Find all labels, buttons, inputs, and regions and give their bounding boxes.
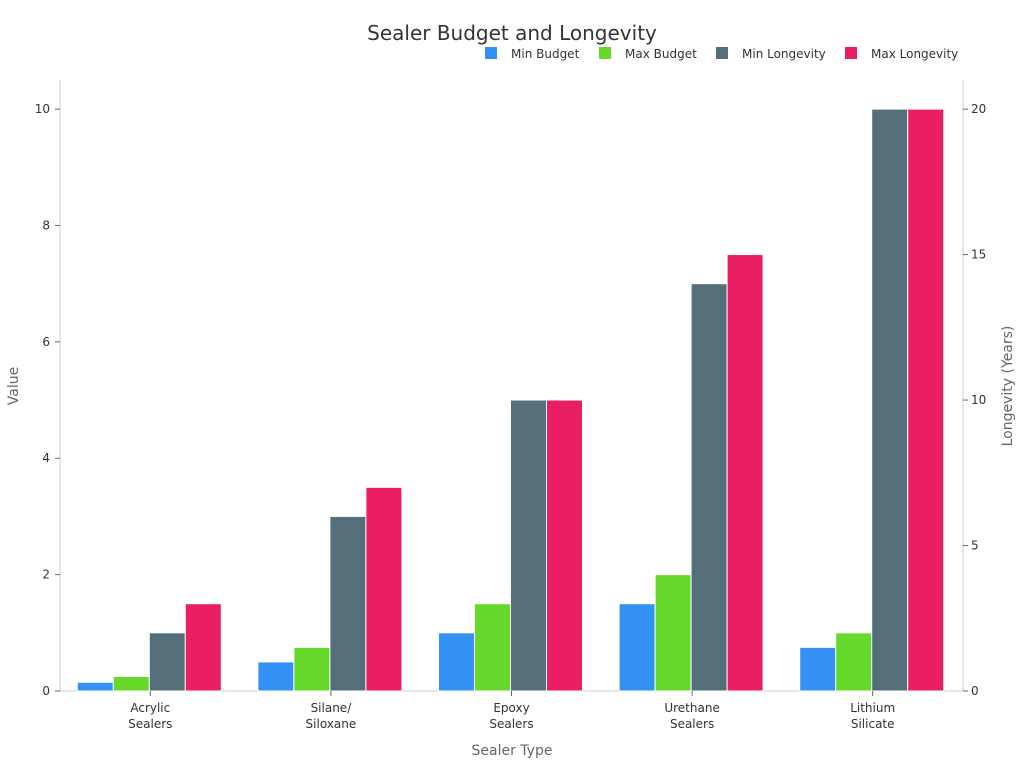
x-axis-label: Sealer Type bbox=[472, 743, 553, 759]
bar-min-budget bbox=[257, 661, 295, 692]
y-right-tick-label: 5 bbox=[971, 539, 979, 553]
x-tick-label: Epoxy bbox=[493, 701, 529, 715]
bar-min-longevity bbox=[148, 632, 186, 692]
bar-min-budget bbox=[618, 603, 656, 692]
bar-min-budget bbox=[438, 632, 475, 692]
bar-max-budget bbox=[654, 574, 692, 692]
legend-swatch bbox=[716, 47, 728, 59]
legend-label: Min Budget bbox=[511, 47, 580, 61]
x-tick-label: Sealers bbox=[670, 717, 714, 731]
bar-min-budget bbox=[76, 681, 114, 692]
bar-max-longevity bbox=[184, 603, 222, 692]
legend-label: Max Longevity bbox=[871, 47, 958, 61]
y-tick-label: 4 bbox=[42, 451, 50, 465]
bar-min-budget bbox=[799, 646, 837, 692]
legend-label: Min Longevity bbox=[742, 47, 826, 61]
y-right-tick-label: 15 bbox=[971, 248, 986, 262]
bar-max-budget bbox=[293, 646, 331, 692]
bar-min-longevity bbox=[329, 515, 367, 692]
x-tick-label: Sealers bbox=[128, 717, 172, 731]
legend-swatch bbox=[845, 47, 857, 59]
y-tick-label: 6 bbox=[42, 335, 50, 349]
legend-swatch bbox=[599, 47, 611, 59]
x-tick-label: Sealers bbox=[489, 717, 533, 731]
bar-max-budget bbox=[112, 675, 150, 692]
x-tick-label: Silane/ bbox=[311, 701, 353, 715]
bar-min-longevity bbox=[510, 399, 547, 692]
chart-title: Sealer Budget and Longevity bbox=[367, 21, 657, 45]
y-tick-label: 10 bbox=[35, 102, 50, 116]
y-right-tick-label: 20 bbox=[971, 102, 986, 116]
x-tick-label: Silicate bbox=[851, 717, 895, 731]
bar-min-longevity bbox=[871, 108, 909, 692]
y-tick-label: 0 bbox=[42, 684, 50, 698]
legend-swatch bbox=[485, 47, 497, 59]
y-tick-label: 2 bbox=[42, 568, 50, 582]
y-axis-right-label: Longevity (Years) bbox=[1000, 326, 1016, 447]
bar-max-longevity bbox=[546, 399, 583, 692]
y-axis-label: Value bbox=[6, 367, 22, 405]
y-right-tick-label: 10 bbox=[971, 393, 986, 407]
x-tick-label: Lithium bbox=[850, 701, 895, 715]
x-tick-label: Siloxane bbox=[306, 717, 357, 731]
bar-max-longevity bbox=[365, 486, 403, 692]
bar-max-budget bbox=[835, 632, 873, 692]
bar-min-longevity bbox=[690, 283, 728, 692]
y-right-tick-label: 0 bbox=[971, 684, 979, 698]
bar-max-longevity bbox=[726, 254, 764, 692]
legend-label: Max Budget bbox=[625, 47, 697, 61]
bar-max-budget bbox=[474, 603, 511, 692]
bar-max-longevity bbox=[907, 108, 945, 692]
x-tick-label: Urethane bbox=[664, 701, 720, 715]
y-tick-label: 8 bbox=[42, 218, 50, 232]
x-tick-label: Acrylic bbox=[130, 701, 170, 715]
